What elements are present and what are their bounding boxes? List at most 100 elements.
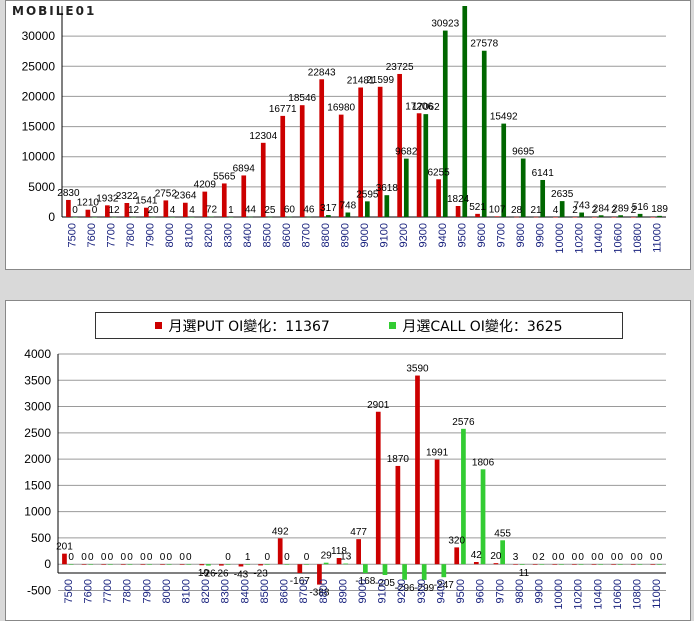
data-label: 0 [630,552,636,563]
y-tick-label: 15000 [22,120,56,134]
bar-red [416,113,422,217]
bar-red [241,175,247,217]
bar-green [68,564,74,565]
bar-green [365,201,370,217]
x-tick-label: 9400 [435,579,447,603]
data-label: 20 [490,551,502,562]
y-tick-label: -500 [27,583,51,597]
x-tick-label: 7500 [67,223,79,247]
data-label: 27578 [470,39,498,50]
bar-red [630,564,636,565]
bottom-bar-chart: -500050010001500200025003000350040002010… [24,347,666,610]
x-tick-label: 7600 [82,579,94,603]
x-tick-label: 8000 [164,223,176,247]
data-label: 0 [532,552,538,563]
data-label: 2364 [174,191,197,202]
data-label: 60 [284,205,296,216]
data-label: 2 [631,205,637,216]
bar-green [441,564,447,578]
data-label: 2635 [551,189,574,200]
bar-red [513,564,518,565]
data-label: -247 [434,580,454,591]
bar-red [591,564,597,565]
x-tick-label: 9100 [377,579,389,603]
data-label: 9695 [512,147,535,158]
data-label: 2901 [367,400,390,411]
data-label: 748 [340,200,357,211]
data-label: 15492 [490,112,518,123]
x-tick-label: 8800 [320,223,332,247]
x-tick-label: 8800 [318,579,330,603]
x-tick-label: 7900 [145,223,157,247]
data-label: 21 [530,205,542,216]
bar-green [287,216,292,218]
data-label: 5565 [213,171,236,182]
bar-red [319,79,325,218]
bar-green [539,564,545,565]
x-tick-label: 10200 [573,579,585,610]
y-tick-label: 3500 [24,373,51,387]
x-tick-label: 7800 [122,579,134,603]
data-label: 3618 [376,183,399,194]
data-label: 6141 [532,168,555,179]
data-label: 289 [612,203,629,214]
bar-green [228,216,234,218]
x-tick-label: 7700 [106,223,118,247]
data-label: 23725 [386,62,414,73]
bar-green [92,217,97,218]
y-tick-label: 1500 [24,478,51,492]
data-label: 0 [598,552,604,563]
y-tick-label: 2500 [24,426,51,440]
bar-red [650,564,656,565]
data-label: 0 [559,552,565,563]
bar-red [280,115,286,217]
x-tick-label: 9000 [359,223,371,247]
bar-red [221,183,227,217]
bar-green [637,564,643,565]
x-tick-label: 11000 [651,223,663,253]
bar-green [657,564,662,565]
x-tick-label: 7800 [125,223,137,247]
data-label: 1824 [447,194,470,205]
data-label: 0 [284,552,290,563]
mobile01-logo: MOBILE01 [12,4,97,18]
bar-green [481,50,487,218]
data-label: 1210 [77,198,100,209]
bar-red [238,564,244,567]
data-label: -205 [375,578,395,589]
x-tick-label: 9900 [534,579,546,603]
bar-green [323,562,329,565]
x-tick-label: 8900 [337,579,349,603]
bar-green [111,216,117,218]
x-tick-label: 8200 [200,579,212,603]
data-label: 516 [632,202,649,213]
x-tick-label: 7600 [86,223,98,247]
y-tick-label: 1000 [24,505,51,519]
bar-green [306,216,312,218]
data-label: 12304 [249,131,277,142]
data-label: 3590 [406,364,429,375]
x-tick-label: 7900 [141,579,153,603]
bar-green [540,179,546,217]
bar-red [120,564,126,565]
bar-red [277,538,283,565]
bar-red [144,207,149,217]
x-tick-label: 10000 [553,579,565,610]
bar-green [480,469,486,565]
bar-green [304,564,309,565]
data-label: 0 [108,552,114,563]
bar-red [494,216,500,217]
data-label: 118 [331,546,347,557]
bar-red [179,564,185,565]
x-tick-label: 11000 [651,579,663,609]
bar-red [397,73,402,218]
bar-green [500,540,505,565]
bar-red [140,564,146,565]
data-label: 743 [573,201,590,212]
data-label: 1932 [96,193,119,204]
x-tick-label: 9600 [476,223,488,247]
data-label: 1870 [387,454,410,465]
data-label: 3 [513,552,519,563]
legend-swatch-call [389,322,397,329]
bar-red [572,564,577,565]
